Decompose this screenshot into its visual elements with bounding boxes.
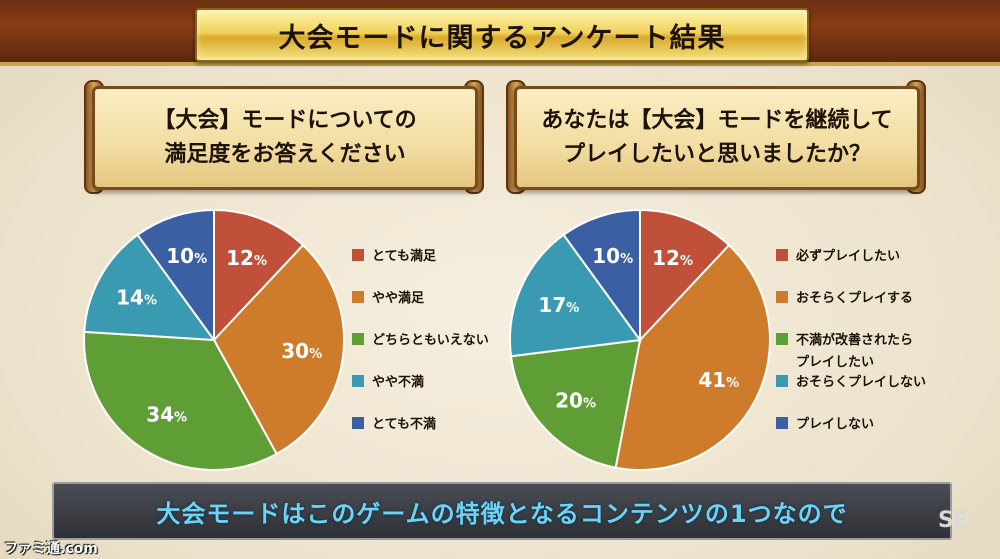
pie2-legend-label-3: 不満が改善されたら xyxy=(796,332,913,348)
question-1-line-1: 【大会】モードについての xyxy=(153,108,417,133)
question-scroll-2: あなたは【大会】モードを継続して プレイしたいと思いましたか？ xyxy=(514,86,920,190)
se-logo: SE xyxy=(938,508,968,533)
pie1-legend-label-3: どちらともいえない xyxy=(372,333,489,348)
pie1-legend-swatch-1 xyxy=(352,249,364,261)
pie2-legend-label-5: プレイしない xyxy=(796,417,874,432)
watermark: ファミ通.com xyxy=(4,541,98,557)
pie1-legend-label-2: やや満足 xyxy=(372,290,425,306)
pie1-legend-swatch-4 xyxy=(352,375,364,387)
pie1-slice-2 xyxy=(212,243,345,456)
pie2-legend-swatch-1 xyxy=(776,249,788,261)
pie2-legend-label-4: おそらくプレイしない xyxy=(796,375,926,390)
pie2-label-3: 20% xyxy=(555,389,596,413)
pie1-slice-1 xyxy=(213,208,305,343)
question-scroll-1: 【大会】モードについての 満足度をお答えください xyxy=(92,86,478,190)
page-title: 大会モードに関するアンケート結果 xyxy=(278,22,726,54)
pie1-slice-5 xyxy=(136,208,215,344)
question-1-line-2: 満足度をお答えください xyxy=(164,142,406,167)
pie2-legend-label-3: プレイしたい xyxy=(796,355,874,370)
pie2-slice-2 xyxy=(614,243,771,471)
pie2-slice-1 xyxy=(639,208,731,343)
pie2-slice-3 xyxy=(509,338,642,469)
pie1-slice-3 xyxy=(83,330,278,471)
pie1-slice-4 xyxy=(83,233,217,342)
pie1-legend-swatch-2 xyxy=(352,291,364,303)
pie2-legend-label-2: おそらくプレイする xyxy=(796,291,913,306)
question-2-line-1: あなたは【大会】モードを継続して xyxy=(541,108,893,133)
caption-text: 大会モードはこのゲームの特徴となるコンテンツの1つなので xyxy=(156,499,848,528)
title-banner: 大会モードに関するアンケート結果 xyxy=(0,0,1000,66)
pie2-legend-swatch-5 xyxy=(776,417,788,429)
pie2-legend-label-1: 必ずプレイしたい xyxy=(795,248,900,264)
pie2-slice-4 xyxy=(509,233,642,358)
pie2-legend-swatch-4 xyxy=(776,375,788,387)
question-2-line-2: プレイしたいと思いましたか？ xyxy=(562,142,871,167)
title-plate: 大会モードに関するアンケート結果 xyxy=(195,8,809,62)
pie1-legend-swatch-3 xyxy=(352,333,364,345)
pie2-legend-swatch-3 xyxy=(776,333,788,345)
pie1-legend-label-1: とても満足 xyxy=(372,248,437,264)
pie1-legend-label-5: とても不満 xyxy=(372,416,436,432)
caption-bar: 大会モードはこのゲームの特徴となるコンテンツの1つなので xyxy=(52,482,952,540)
pie2-slice-5 xyxy=(562,208,641,344)
pie1-legend-label-4: やや不満 xyxy=(372,374,424,390)
pie2-legend-swatch-2 xyxy=(776,291,788,303)
pie1-legend-swatch-5 xyxy=(352,417,364,429)
